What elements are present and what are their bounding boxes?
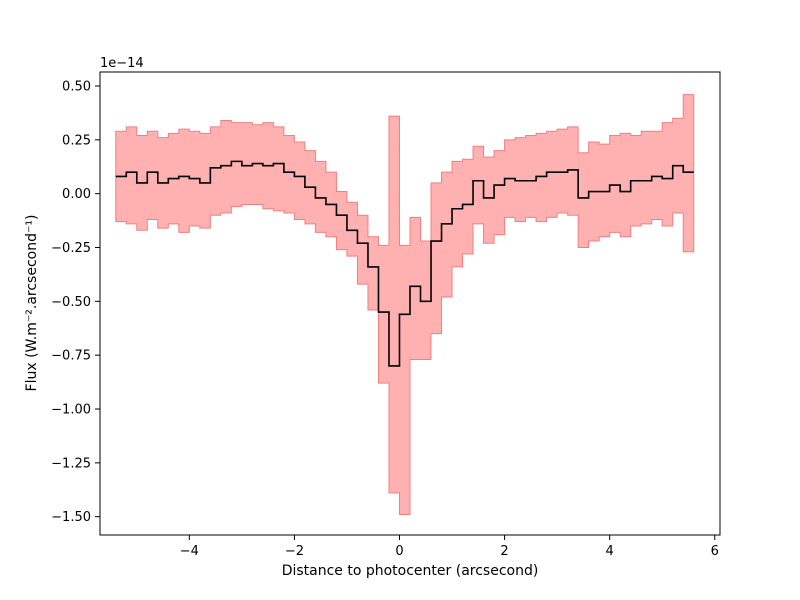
- y-tick-label: −1.50: [51, 510, 91, 525]
- error-band-area: [115, 94, 695, 516]
- y-tick-label: −0.50: [51, 295, 91, 310]
- x-tick-label: −2: [285, 544, 304, 559]
- y-tick-label: 0.25: [62, 133, 91, 148]
- y-tick-label: −1.25: [51, 456, 91, 471]
- y-tick-label: −0.25: [51, 241, 91, 256]
- x-axis-label: Distance to photocenter (arcsecond): [282, 563, 539, 579]
- uncertainty-band: [115, 94, 695, 516]
- flux-step-line: [115, 160, 694, 367]
- x-tick-label: 4: [606, 544, 614, 559]
- y-offset-label: 1e−14: [100, 56, 144, 71]
- x-tick-label: 0: [395, 544, 403, 559]
- y-axis-label: Flux (W.m⁻².arcsecond⁻¹): [24, 215, 40, 392]
- y-tick-label: −0.75: [51, 349, 91, 364]
- plot-frame: [99, 71, 721, 536]
- y-tick-label: 0.00: [62, 187, 91, 202]
- flux-series-line: [115, 160, 694, 367]
- x-axis-ticks: −4 −2 0 2 4 6: [180, 535, 719, 559]
- x-tick-label: 6: [711, 544, 719, 559]
- x-tick-label: 2: [500, 544, 508, 559]
- x-tick-label: −4: [180, 544, 199, 559]
- y-tick-label: −1.00: [51, 403, 91, 418]
- y-axis-ticks: −1.50 −1.25 −1.00 −0.75 −0.50 −0.25 0.00 0.25 0.…: [51, 79, 100, 525]
- y-tick-label: 0.50: [62, 79, 91, 94]
